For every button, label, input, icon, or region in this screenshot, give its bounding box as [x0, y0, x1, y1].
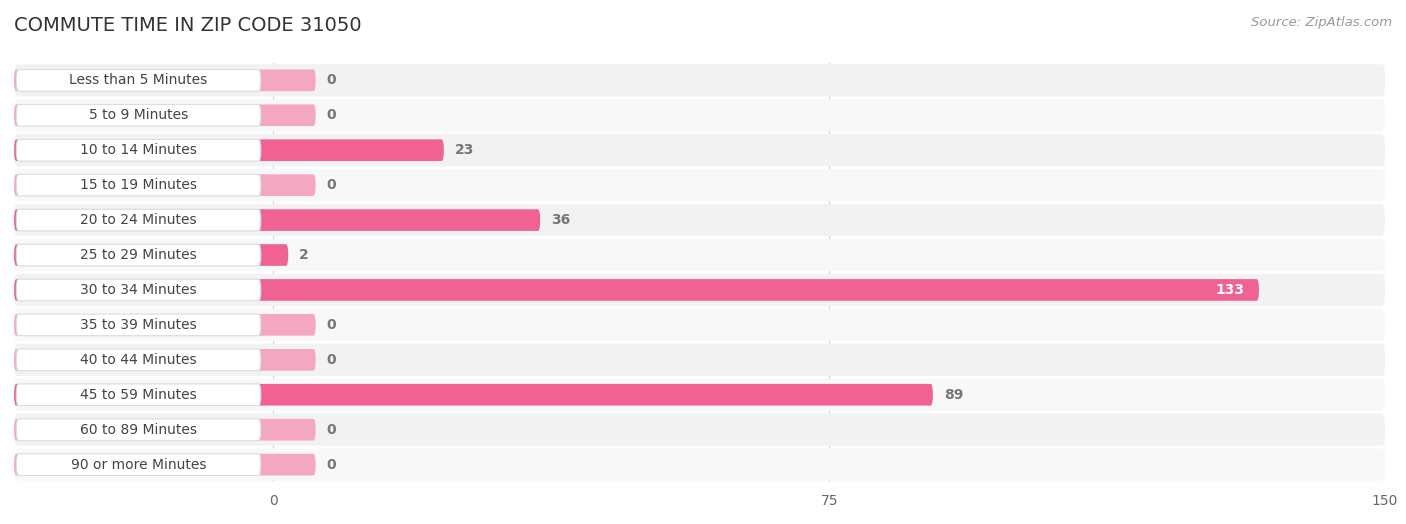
- Text: 40 to 44 Minutes: 40 to 44 Minutes: [80, 353, 197, 367]
- Text: 89: 89: [943, 388, 963, 402]
- FancyBboxPatch shape: [14, 104, 316, 126]
- Text: 23: 23: [456, 143, 474, 157]
- FancyBboxPatch shape: [14, 309, 1385, 341]
- Text: 0: 0: [326, 318, 336, 332]
- FancyBboxPatch shape: [14, 344, 1385, 376]
- FancyBboxPatch shape: [17, 419, 262, 441]
- Text: 0: 0: [326, 423, 336, 436]
- Text: 60 to 89 Minutes: 60 to 89 Minutes: [80, 423, 197, 436]
- Text: 35 to 39 Minutes: 35 to 39 Minutes: [80, 318, 197, 332]
- FancyBboxPatch shape: [17, 279, 262, 301]
- Text: 133: 133: [1215, 283, 1244, 297]
- FancyBboxPatch shape: [14, 449, 1385, 481]
- Text: Source: ZipAtlas.com: Source: ZipAtlas.com: [1251, 16, 1392, 29]
- FancyBboxPatch shape: [14, 244, 288, 266]
- FancyBboxPatch shape: [14, 274, 1385, 306]
- Text: 10 to 14 Minutes: 10 to 14 Minutes: [80, 143, 197, 157]
- Text: 0: 0: [326, 457, 336, 472]
- Text: 20 to 24 Minutes: 20 to 24 Minutes: [80, 213, 197, 227]
- FancyBboxPatch shape: [14, 379, 1385, 411]
- FancyBboxPatch shape: [17, 314, 262, 336]
- FancyBboxPatch shape: [17, 244, 262, 266]
- FancyBboxPatch shape: [14, 454, 316, 475]
- FancyBboxPatch shape: [14, 314, 316, 336]
- Text: 2: 2: [299, 248, 309, 262]
- FancyBboxPatch shape: [14, 384, 934, 406]
- Text: 0: 0: [326, 178, 336, 192]
- FancyBboxPatch shape: [14, 139, 444, 161]
- Text: 0: 0: [326, 353, 336, 367]
- Text: Less than 5 Minutes: Less than 5 Minutes: [69, 73, 208, 88]
- Text: 0: 0: [326, 108, 336, 122]
- FancyBboxPatch shape: [14, 204, 1385, 236]
- FancyBboxPatch shape: [14, 349, 316, 370]
- FancyBboxPatch shape: [17, 104, 262, 126]
- FancyBboxPatch shape: [17, 209, 262, 231]
- Text: 30 to 34 Minutes: 30 to 34 Minutes: [80, 283, 197, 297]
- FancyBboxPatch shape: [17, 70, 262, 91]
- FancyBboxPatch shape: [14, 419, 316, 441]
- FancyBboxPatch shape: [14, 174, 316, 196]
- FancyBboxPatch shape: [14, 70, 316, 91]
- FancyBboxPatch shape: [14, 64, 1385, 96]
- Text: 90 or more Minutes: 90 or more Minutes: [70, 457, 207, 472]
- Text: 5 to 9 Minutes: 5 to 9 Minutes: [89, 108, 188, 122]
- Text: 25 to 29 Minutes: 25 to 29 Minutes: [80, 248, 197, 262]
- FancyBboxPatch shape: [17, 454, 262, 475]
- FancyBboxPatch shape: [14, 169, 1385, 201]
- FancyBboxPatch shape: [17, 349, 262, 370]
- Text: 0: 0: [326, 73, 336, 88]
- FancyBboxPatch shape: [17, 139, 262, 161]
- FancyBboxPatch shape: [14, 413, 1385, 446]
- FancyBboxPatch shape: [14, 279, 1258, 301]
- FancyBboxPatch shape: [14, 209, 540, 231]
- FancyBboxPatch shape: [14, 134, 1385, 166]
- Text: 15 to 19 Minutes: 15 to 19 Minutes: [80, 178, 197, 192]
- Text: COMMUTE TIME IN ZIP CODE 31050: COMMUTE TIME IN ZIP CODE 31050: [14, 16, 361, 35]
- Text: 45 to 59 Minutes: 45 to 59 Minutes: [80, 388, 197, 402]
- Text: 36: 36: [551, 213, 571, 227]
- FancyBboxPatch shape: [17, 384, 262, 406]
- FancyBboxPatch shape: [14, 99, 1385, 132]
- FancyBboxPatch shape: [17, 174, 262, 196]
- FancyBboxPatch shape: [14, 239, 1385, 271]
